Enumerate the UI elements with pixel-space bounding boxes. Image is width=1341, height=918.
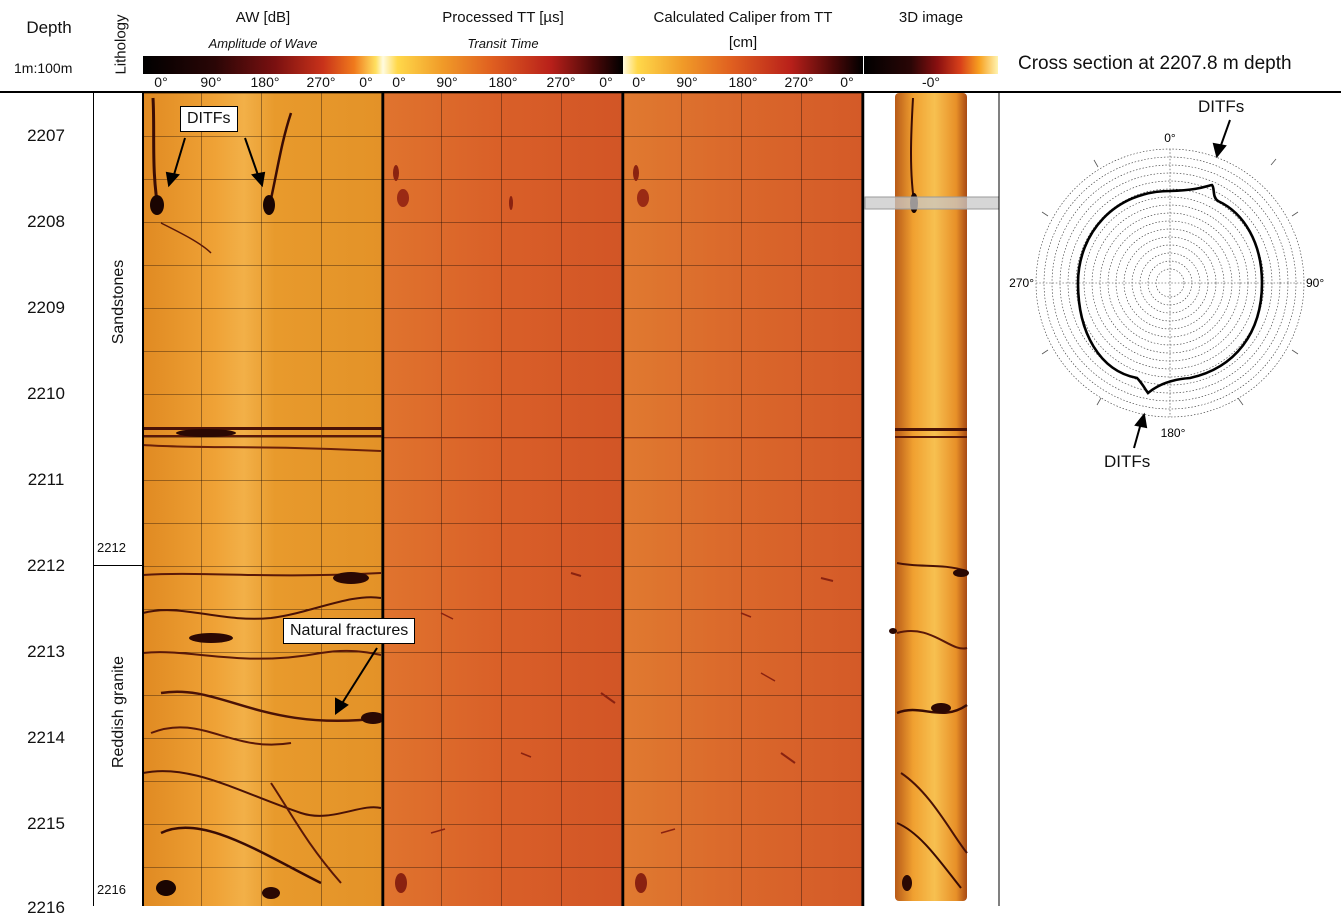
- caliper-track-subtitle: [cm]: [728, 34, 758, 51]
- depth-label: 2215: [27, 814, 65, 833]
- image-track: [889, 93, 969, 901]
- aw-track: [142, 93, 385, 906]
- image-track-title: 3D image: [898, 9, 964, 26]
- cross-section-plot: 0° 90° 180° 270°: [1009, 119, 1324, 449]
- caliper-track: [623, 93, 863, 906]
- ditfs-label-bottom: DITFs: [1104, 452, 1151, 471]
- polar-label-180: 180°: [1161, 426, 1186, 440]
- lithology-column: Sandstones 2212 Reddish granite 2216: [93, 93, 142, 906]
- ditfs-label-top: DITFs: [1198, 97, 1245, 116]
- tt-tick-0: 0°: [392, 74, 406, 90]
- depth-label: 2208: [27, 212, 65, 231]
- aw-tick-270: 270°: [306, 74, 336, 90]
- lithology-column-title: Lithology: [112, 14, 130, 75]
- tt-tick-180: 180°: [488, 74, 518, 90]
- depth-label: 2212: [27, 556, 65, 575]
- caliper-tick-180: 180°: [728, 74, 758, 90]
- lithology-boundary: [94, 565, 142, 566]
- image-tick: -0°: [921, 74, 941, 90]
- tt-tick-270: 270°: [546, 74, 576, 90]
- tt-colorbar: [383, 56, 623, 74]
- cross-section-title: Cross section at 2207.8 m depth: [1018, 53, 1292, 74]
- lithology-reddish-granite: Reddish granite: [110, 655, 127, 769]
- callout-arrows: [165, 137, 378, 715]
- aw-azimuth-ticks: 0° 90° 180° 270° 0°: [143, 74, 383, 92]
- image-colorbar: [864, 56, 998, 74]
- depth-column: 2207 2208 2209 2210 2211 2212 2213 2214 …: [0, 93, 93, 917]
- borehole-outline: [1076, 183, 1264, 395]
- aw-colorbar: [143, 56, 383, 74]
- lithology-boundary-label: 2212: [97, 540, 126, 555]
- aw-tick-0: 0°: [154, 74, 168, 90]
- caliper-tick-90: 90°: [676, 74, 698, 90]
- aw-track-title: AW [dB]: [235, 9, 291, 26]
- tt-track-subtitle: Transit Time: [467, 36, 539, 51]
- depth-label-cutoff: 2216: [27, 898, 65, 917]
- depth-label: 2207: [27, 126, 65, 145]
- lithology-bottom-label: 2216: [97, 882, 126, 897]
- depth-label: 2211: [27, 470, 65, 489]
- depth-column-title: Depth: [26, 18, 72, 37]
- caliper-track-title: Calculated Caliper from TT: [653, 9, 833, 26]
- caliper-azimuth-ticks: 0° 90° 180° 270° 0°: [623, 74, 863, 92]
- tt-tick-90: 90°: [436, 74, 458, 90]
- aw-tick-180: 180°: [250, 74, 280, 90]
- depth-label: 2209: [27, 298, 65, 317]
- aw-track-subtitle: Amplitude of Wave: [208, 36, 318, 51]
- lithology-sandstones: Sandstones: [110, 259, 127, 345]
- tt-tick-360: 0°: [599, 74, 613, 90]
- polar-label-270: 270°: [1009, 276, 1034, 290]
- depth-label: 2213: [27, 642, 65, 661]
- depth-scale: 1m:100m: [14, 60, 73, 76]
- log-tracks: [142, 93, 1000, 906]
- tt-azimuth-ticks: 0° 90° 180° 270° 0°: [383, 74, 623, 92]
- natural-fractures-callout: Natural fractures: [283, 618, 416, 644]
- ditfs-callout: DITFs: [180, 106, 238, 132]
- depth-label: 2210: [27, 384, 65, 403]
- caliper-tick-270: 270°: [784, 74, 814, 90]
- tt-track-title: Processed TT [µs]: [442, 9, 564, 26]
- polar-label-90: 90°: [1306, 276, 1324, 290]
- aw-tick-360: 0°: [359, 74, 373, 90]
- header-divider: [0, 91, 1341, 93]
- caliper-tick-0: 0°: [632, 74, 646, 90]
- caliper-colorbar: [623, 56, 863, 74]
- aw-tick-90: 90°: [200, 74, 222, 90]
- tt-track: [383, 93, 623, 906]
- caliper-tick-360: 0°: [840, 74, 854, 90]
- image-azimuth-tick: -0°: [864, 74, 998, 92]
- polar-label-0: 0°: [1164, 131, 1176, 145]
- depth-highlight-band: [864, 196, 1000, 210]
- depth-label: 2214: [27, 728, 65, 747]
